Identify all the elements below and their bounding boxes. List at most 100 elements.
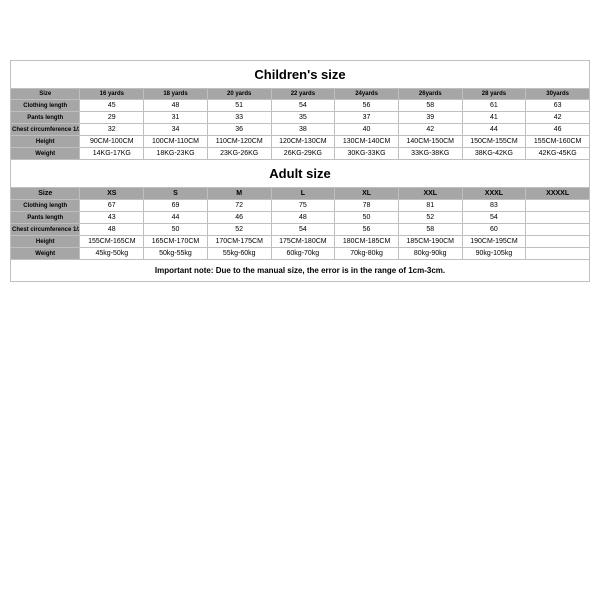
- table-cell: 175CM-180CM: [271, 236, 335, 248]
- table-cell: 26KG-29KG: [271, 148, 335, 160]
- table-cell: 60kg-70kg: [271, 248, 335, 260]
- table-cell: 52: [398, 212, 462, 224]
- table-cell: 72: [207, 200, 271, 212]
- table-cell: 46: [526, 124, 590, 136]
- adult-header-row: Size XS S M L XL XXL XXXL XXXXL: [11, 188, 590, 200]
- table-cell: 155CM-165CM: [80, 236, 144, 248]
- adult-hdr-4: L: [271, 188, 335, 200]
- table-cell: 50: [335, 212, 399, 224]
- table-cell: 44: [144, 212, 208, 224]
- adult-hdr-0: Size: [11, 188, 80, 200]
- table-cell: 80kg-90kg: [398, 248, 462, 260]
- table-cell: 58: [398, 100, 462, 112]
- table-cell: 190CM-195CM: [462, 236, 526, 248]
- table-cell: 90CM-100CM: [80, 136, 144, 148]
- table-cell: 54: [271, 224, 335, 236]
- table-cell: 155CM-160CM: [526, 136, 590, 148]
- table-cell: 90kg-105kg: [462, 248, 526, 260]
- table-cell: 41: [462, 112, 526, 124]
- adult-row-2-label: Chest circumference 1/2: [11, 224, 80, 236]
- table-cell: 185CM-190CM: [398, 236, 462, 248]
- table-cell: 30KG-33KG: [335, 148, 399, 160]
- table-cell: 23KG-26KG: [207, 148, 271, 160]
- table-cell: [526, 212, 590, 224]
- adult-row-2: Chest circumference 1/2 48 50 52 54 56 5…: [11, 224, 590, 236]
- table-cell: 170CM-175CM: [207, 236, 271, 248]
- children-row-4: Weight 14KG-17KG 18KG-23KG 23KG-26KG 26K…: [11, 148, 590, 160]
- table-cell: 36: [207, 124, 271, 136]
- adult-hdr-3: M: [207, 188, 271, 200]
- table-cell: 35: [271, 112, 335, 124]
- children-row-3: Height 90CM-100CM 100CM-110CM 110CM-120C…: [11, 136, 590, 148]
- children-title-row: Children's size: [11, 61, 590, 89]
- children-header-row: Size 16 yards 18 yards 20 yards 22 yards…: [11, 89, 590, 100]
- table-cell: 54: [271, 100, 335, 112]
- adult-title: Adult size: [11, 160, 590, 188]
- children-row-2: Chest circumference 1/2 32 34 36 38 40 4…: [11, 124, 590, 136]
- table-cell: 38: [271, 124, 335, 136]
- adult-hdr-2: S: [144, 188, 208, 200]
- table-cell: 56: [335, 224, 399, 236]
- table-cell: 100CM-110CM: [144, 136, 208, 148]
- table-cell: 39: [398, 112, 462, 124]
- table-cell: 61: [462, 100, 526, 112]
- children-hdr-8: 30yards: [526, 89, 590, 100]
- adult-hdr-1: XS: [80, 188, 144, 200]
- table-cell: 130CM-140CM: [335, 136, 399, 148]
- table-cell: 48: [271, 212, 335, 224]
- adult-row-3-label: Height: [11, 236, 80, 248]
- table-cell: [526, 224, 590, 236]
- table-cell: 48: [80, 224, 144, 236]
- table-cell: [526, 248, 590, 260]
- table-cell: 81: [398, 200, 462, 212]
- table-cell: [526, 200, 590, 212]
- children-row-0: Clothing length 45 48 51 54 56 58 61 63: [11, 100, 590, 112]
- table-cell: 37: [335, 112, 399, 124]
- children-hdr-2: 18 yards: [144, 89, 208, 100]
- adult-hdr-5: XL: [335, 188, 399, 200]
- children-row-3-label: Height: [11, 136, 80, 148]
- adult-row-0: Clothing length 67 69 72 75 78 81 83: [11, 200, 590, 212]
- children-hdr-4: 22 yards: [271, 89, 335, 100]
- children-hdr-7: 28 yards: [462, 89, 526, 100]
- children-hdr-6: 26yards: [398, 89, 462, 100]
- table-cell: 38KG-42KG: [462, 148, 526, 160]
- adult-row-0-label: Clothing length: [11, 200, 80, 212]
- table-cell: 83: [462, 200, 526, 212]
- children-hdr-0: Size: [11, 89, 80, 100]
- table-cell: 14KG-17KG: [80, 148, 144, 160]
- table-cell: 56: [335, 100, 399, 112]
- table-cell: 150CM-155CM: [462, 136, 526, 148]
- adult-row-1-label: Pants length: [11, 212, 80, 224]
- table-cell: 33: [207, 112, 271, 124]
- table-cell: 69: [144, 200, 208, 212]
- adult-hdr-7: XXXL: [462, 188, 526, 200]
- table-cell: 33KG-38KG: [398, 148, 462, 160]
- table-cell: 120CM-130CM: [271, 136, 335, 148]
- adult-row-1: Pants length 43 44 46 48 50 52 54: [11, 212, 590, 224]
- children-title: Children's size: [11, 61, 590, 89]
- table-cell: 110CM-120CM: [207, 136, 271, 148]
- table-cell: 40: [335, 124, 399, 136]
- children-row-1: Pants length 29 31 33 35 37 39 41 42: [11, 112, 590, 124]
- table-cell: 50: [144, 224, 208, 236]
- table-cell: 29: [80, 112, 144, 124]
- table-cell: 51: [207, 100, 271, 112]
- table-cell: 52: [207, 224, 271, 236]
- table-cell: 46: [207, 212, 271, 224]
- table-cell: 54: [462, 212, 526, 224]
- children-row-2-label: Chest circumference 1/2: [11, 124, 80, 136]
- table-cell: 140CM-150CM: [398, 136, 462, 148]
- table-cell: 180CM-185CM: [335, 236, 399, 248]
- table-cell: 60: [462, 224, 526, 236]
- table-cell: 31: [144, 112, 208, 124]
- table-cell: 67: [80, 200, 144, 212]
- table-cell: 48: [144, 100, 208, 112]
- table-cell: 63: [526, 100, 590, 112]
- children-row-0-label: Clothing length: [11, 100, 80, 112]
- table-cell: 45: [80, 100, 144, 112]
- children-hdr-5: 24yards: [335, 89, 399, 100]
- adult-row-3: Height 155CM-165CM 165CM-170CM 170CM-175…: [11, 236, 590, 248]
- table-cell: 42: [398, 124, 462, 136]
- table-cell: [526, 236, 590, 248]
